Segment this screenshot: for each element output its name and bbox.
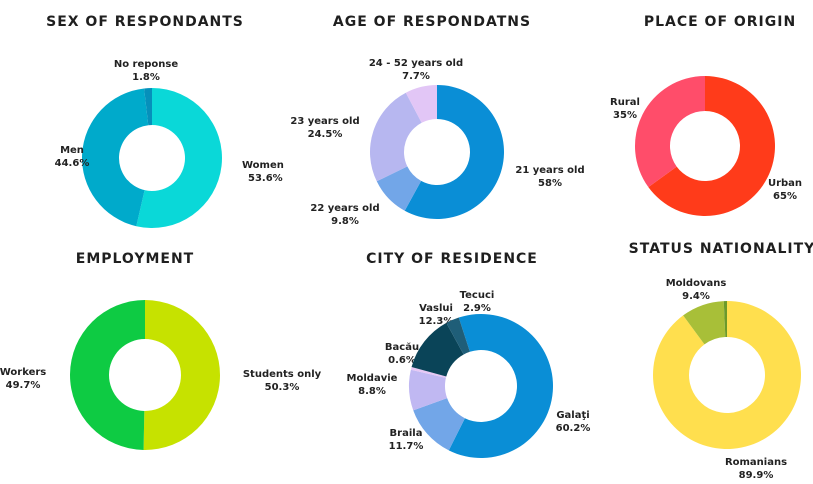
slice-women xyxy=(136,88,222,228)
slice-label-24-52-years-old: 24 - 52 years old 7.7% xyxy=(369,58,463,82)
chart-title: EMPLOYMENT xyxy=(76,251,194,267)
slice-label-romanians: Romanians 89.9% xyxy=(725,457,787,481)
donut-chart-age-of-respondatns: AGE OF RESPONDATNS 21 years old 58% 22 year… xyxy=(290,14,584,227)
slice-value: 60.2% xyxy=(556,423,591,434)
slice-galati xyxy=(448,313,554,458)
slice-label-women: Women 53.6% xyxy=(242,160,284,184)
slice-urban xyxy=(648,76,775,216)
donut-chart-status-nationality: STATUS NATIONALITY Romanians 89.9% Moldovan… xyxy=(629,241,813,481)
slice-men xyxy=(81,88,149,227)
slice-value: 58% xyxy=(538,178,562,189)
slice-value: 12.3% xyxy=(419,316,454,327)
slice-name: No reponse xyxy=(114,59,179,70)
chart-title: AGE OF RESPONDATNS xyxy=(333,14,531,30)
slice-no-reponse xyxy=(144,88,152,126)
slice-22-years-old xyxy=(376,166,422,211)
slice-name: 23 years old xyxy=(290,116,359,127)
slice-label-workers: Workers 49.7% xyxy=(0,367,46,391)
slice-value: 7.7% xyxy=(402,71,430,82)
donut-chart-place-of-origin: PLACE OF ORIGIN Urban 65% Rural 35% xyxy=(610,14,802,216)
slice-name: Students only xyxy=(243,369,322,380)
slice-romanians xyxy=(653,301,802,449)
slice-value: 89.9% xyxy=(739,470,774,481)
slice-value: 9.8% xyxy=(331,216,359,227)
slice-24-52-years-old xyxy=(405,85,437,123)
slice-label-no-reponse: No reponse 1.8% xyxy=(114,59,179,83)
slice-rural xyxy=(635,76,705,188)
chart-title: STATUS NATIONALITY xyxy=(629,241,813,257)
slice-name: 21 years old xyxy=(515,165,584,176)
slice-value: 1.8% xyxy=(132,72,160,83)
slice-label-22-years-old: 22 years old 9.8% xyxy=(310,203,379,227)
slice-name: Men xyxy=(60,145,84,156)
slice-label-students-only: Students only 50.3% xyxy=(243,369,322,393)
slice-name: Women xyxy=(242,160,284,171)
slice-value: 35% xyxy=(613,110,637,121)
slice-label-rural: Rural 35% xyxy=(610,97,640,121)
slice-braila xyxy=(413,398,465,451)
slice-label-tecuci: Tecuci 2.9% xyxy=(460,290,495,314)
slice-label-galati: Galaţi 60.2% xyxy=(556,410,591,434)
slice-moldovans xyxy=(683,301,726,345)
slice-value: 50.3% xyxy=(265,382,300,393)
chart-title: CITY OF RESIDENCE xyxy=(366,251,538,267)
slice-name: Braila xyxy=(390,428,423,439)
slice-value: 49.7% xyxy=(6,380,41,391)
slice-21-years-old xyxy=(404,85,504,219)
slice-name: Bacău xyxy=(385,342,419,353)
slice-name: Rural xyxy=(610,97,640,108)
slice-label-vaslui: Vaslui 12.3% xyxy=(419,303,454,327)
slice-label-21-years-old: 21 years old 58% xyxy=(515,165,584,189)
slice-value: 24.5% xyxy=(308,129,343,140)
chart-title: PLACE OF ORIGIN xyxy=(644,14,796,30)
slice-name: Tecuci xyxy=(460,290,495,301)
slice-name: Moldavie xyxy=(347,373,398,384)
slice-label-men: Men 44.6% xyxy=(55,145,90,169)
donut-chart-sex-of-respondants: SEX OF RESPONDANTS Women 53.6% Men 44.6% No r… xyxy=(46,14,284,228)
slice-label-moldovans: Moldovans 9.4% xyxy=(666,278,727,302)
slice-value: 11.7% xyxy=(389,441,424,452)
slice-value: 44.6% xyxy=(55,158,90,169)
slice-workers xyxy=(70,300,145,450)
slice-value: 8.8% xyxy=(358,386,386,397)
slice-value: 9.4% xyxy=(682,291,710,302)
slice-moldavie xyxy=(408,369,448,411)
slice-value: 0.6% xyxy=(388,355,416,366)
slice-name: Urban xyxy=(768,178,802,189)
slice-value: 65% xyxy=(773,191,797,202)
chart-title: SEX OF RESPONDANTS xyxy=(46,14,244,30)
slice-label-bacau: Bacău 0.6% xyxy=(385,342,419,366)
slice-name: Moldovans xyxy=(666,278,727,289)
slice-vaslui xyxy=(411,322,464,377)
slice-label-braila: Braila 11.7% xyxy=(389,428,424,452)
slice-name: Workers xyxy=(0,367,46,378)
slice-bacau xyxy=(410,367,447,378)
slice-students-only xyxy=(143,300,221,450)
donut-chart-employment: EMPLOYMENT Students only 50.3% Workers 49.7% xyxy=(0,251,322,450)
donut-chart-city-of-residence: CITY OF RESIDENCE Galaţi 60.2% Braila 11.7% M… xyxy=(347,251,591,458)
slice-value: 53.6% xyxy=(248,173,283,184)
slice-value: 2.9% xyxy=(463,303,491,314)
slice-name: 24 - 52 years old xyxy=(369,58,463,69)
slice-name: Galaţi xyxy=(556,410,589,421)
slice-label-urban: Urban 65% xyxy=(768,178,802,202)
slice-label-moldavie: Moldavie 8.8% xyxy=(347,373,398,397)
slice-label-23-years-old: 23 years old 24.5% xyxy=(290,116,359,140)
slice-23-years-old xyxy=(370,92,422,182)
slice-name: Romanians xyxy=(725,457,787,468)
slice-tecuci xyxy=(446,317,470,355)
slice-unlabeled xyxy=(723,301,727,338)
slice-name: 22 years old xyxy=(310,203,379,214)
slice-name: Vaslui xyxy=(419,303,453,314)
